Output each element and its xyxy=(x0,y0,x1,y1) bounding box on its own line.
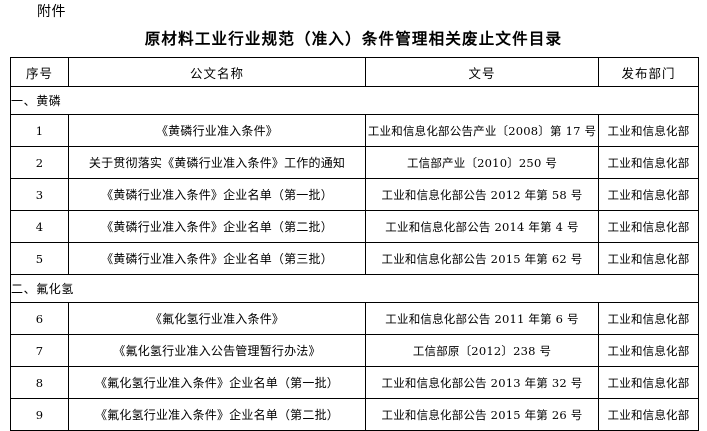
cell-docno: 工业和信息化部公告 2011 年第 6 号 xyxy=(365,302,599,335)
document-page: 附件 原材料工业行业规范（准入）条件管理相关废止文件目录 序号 公文名称 文号 … xyxy=(10,4,699,431)
cell-name: 《氟化氢行业准入条件》企业名单（第一批） xyxy=(68,366,366,399)
section-heading-row: 一、黄磷 xyxy=(10,86,699,115)
cell-docno: 工业和信息化部公告 2012 年第 58 号 xyxy=(365,178,599,211)
cell-docno: 工信部原〔2012〕238 号 xyxy=(365,334,599,367)
cell-dept: 工业和信息化部 xyxy=(598,210,699,243)
cell-seq: 5 xyxy=(10,242,69,275)
page-title: 原材料工业行业规范（准入）条件管理相关废止文件目录 xyxy=(144,29,563,48)
cell-docno: 工信部产业〔2010〕250 号 xyxy=(365,146,599,179)
cell-name: 《氟化氢行业准入条件》企业名单（第二批） xyxy=(68,398,366,431)
cell-docno: 工业和信息化部公告产业〔2008〕第 17 号 xyxy=(365,114,599,147)
table-header-row: 序号 公文名称 文号 发布部门 xyxy=(10,57,699,87)
section-heading-row: 二、氟化氢 xyxy=(10,274,699,303)
cell-seq: 7 xyxy=(10,334,69,367)
cell-dept: 工业和信息化部 xyxy=(598,114,699,147)
cell-seq: 4 xyxy=(10,210,69,243)
cell-dept: 工业和信息化部 xyxy=(598,242,699,275)
table-row: 5 《黄磷行业准入条件》企业名单（第三批） 工业和信息化部公告 2015 年第 … xyxy=(10,242,699,275)
document-catalog-table: 序号 公文名称 文号 发布部门 一、黄磷 1 《黄磷行业准入条件》 工业和信息化… xyxy=(10,57,699,431)
cell-name: 《黄磷行业准入条件》 xyxy=(68,114,366,147)
attachment-label: 附件 xyxy=(37,4,66,20)
cell-dept: 工业和信息化部 xyxy=(598,302,699,335)
cell-docno: 工业和信息化部公告 2013 年第 32 号 xyxy=(365,366,599,399)
cell-seq: 2 xyxy=(10,146,69,179)
cell-dept: 工业和信息化部 xyxy=(598,146,699,179)
cell-name: 《氟化氢行业准入条件》 xyxy=(68,302,366,335)
table-row: 3 《黄磷行业准入条件》企业名单（第一批） 工业和信息化部公告 2012 年第 … xyxy=(10,178,699,211)
table-row: 6 《氟化氢行业准入条件》 工业和信息化部公告 2011 年第 6 号 工业和信… xyxy=(10,302,699,335)
table-body: 一、黄磷 1 《黄磷行业准入条件》 工业和信息化部公告产业〔2008〕第 17 … xyxy=(10,86,699,431)
column-header-docno: 文号 xyxy=(365,57,599,87)
cell-name: 《黄磷行业准入条件》企业名单（第三批） xyxy=(68,242,366,275)
table-row: 8 《氟化氢行业准入条件》企业名单（第一批） 工业和信息化部公告 2013 年第… xyxy=(10,366,699,399)
cell-docno: 工业和信息化部公告 2015 年第 26 号 xyxy=(365,398,599,431)
table-row: 4 《黄磷行业准入条件》企业名单（第二批） 工业和信息化部公告 2014 年第 … xyxy=(10,210,699,243)
table-row: 7 《氟化氢行业准入公告管理暂行办法》 工信部原〔2012〕238 号 工业和信… xyxy=(10,334,699,367)
cell-name: 《氟化氢行业准入公告管理暂行办法》 xyxy=(68,334,366,367)
column-header-seq: 序号 xyxy=(10,57,69,87)
cell-name: 《黄磷行业准入条件》企业名单（第二批） xyxy=(68,210,366,243)
section-heading-label: 一、黄磷 xyxy=(10,86,699,115)
cell-dept: 工业和信息化部 xyxy=(598,398,699,431)
table-row: 1 《黄磷行业准入条件》 工业和信息化部公告产业〔2008〕第 17 号 工业和… xyxy=(10,114,699,147)
cell-seq: 6 xyxy=(10,302,69,335)
section-heading-label: 二、氟化氢 xyxy=(10,274,699,303)
table-container: 序号 公文名称 文号 发布部门 一、黄磷 1 《黄磷行业准入条件》 工业和信息化… xyxy=(10,57,699,431)
cell-seq: 1 xyxy=(10,114,69,147)
column-header-dept: 发布部门 xyxy=(598,57,699,87)
cell-dept: 工业和信息化部 xyxy=(598,334,699,367)
table-row: 2 关于贯彻落实《黄磷行业准入条件》工作的通知 工信部产业〔2010〕250 号… xyxy=(10,146,699,179)
cell-dept: 工业和信息化部 xyxy=(598,366,699,399)
cell-docno: 工业和信息化部公告 2014 年第 4 号 xyxy=(365,210,599,243)
cell-dept: 工业和信息化部 xyxy=(598,178,699,211)
cell-seq: 8 xyxy=(10,366,69,399)
cell-docno: 工业和信息化部公告 2015 年第 62 号 xyxy=(365,242,599,275)
cell-seq: 3 xyxy=(10,178,69,211)
cell-seq: 9 xyxy=(10,398,69,431)
table-row: 9 《氟化氢行业准入条件》企业名单（第二批） 工业和信息化部公告 2015 年第… xyxy=(10,398,699,431)
cell-name: 关于贯彻落实《黄磷行业准入条件》工作的通知 xyxy=(68,146,366,179)
cell-name: 《黄磷行业准入条件》企业名单（第一批） xyxy=(68,178,366,211)
column-header-name: 公文名称 xyxy=(68,57,366,87)
